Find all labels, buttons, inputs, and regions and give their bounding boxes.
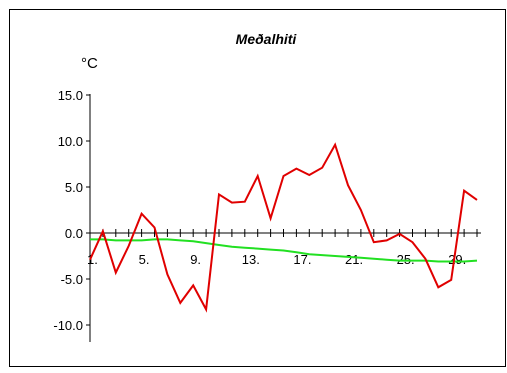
normal-temperature-line — [90, 238, 478, 263]
x-tick-label: 9. — [190, 252, 201, 267]
x-tick-label: 29. — [448, 252, 466, 267]
x-tick-label: 5. — [139, 252, 150, 267]
series-layer — [89, 142, 478, 313]
x-tick-label: 17. — [293, 252, 311, 267]
y-axis-unit-label: °C — [81, 55, 98, 72]
y-tick-label: -10.0 — [53, 318, 83, 333]
y-tick-label: 10.0 — [58, 134, 83, 149]
x-tick-label: 1. — [87, 252, 98, 267]
chart-title: Meðalhiti — [236, 31, 298, 47]
y-axis: 15.0 10.0 5.0 0.0 -5.0 -10.0 — [53, 88, 91, 342]
x-tick-label: 13. — [242, 252, 260, 267]
x-tick-label: 21. — [345, 252, 363, 267]
y-tick-label: -5.0 — [61, 272, 83, 287]
y-tick-label: 5.0 — [65, 180, 83, 195]
y-tick-label: 0.0 — [65, 226, 83, 241]
x-tick-label: 25. — [397, 252, 415, 267]
chart-frame — [9, 9, 506, 367]
y-tick-label: 15.0 — [58, 88, 83, 103]
daily-mean-temperature-line — [89, 142, 478, 313]
